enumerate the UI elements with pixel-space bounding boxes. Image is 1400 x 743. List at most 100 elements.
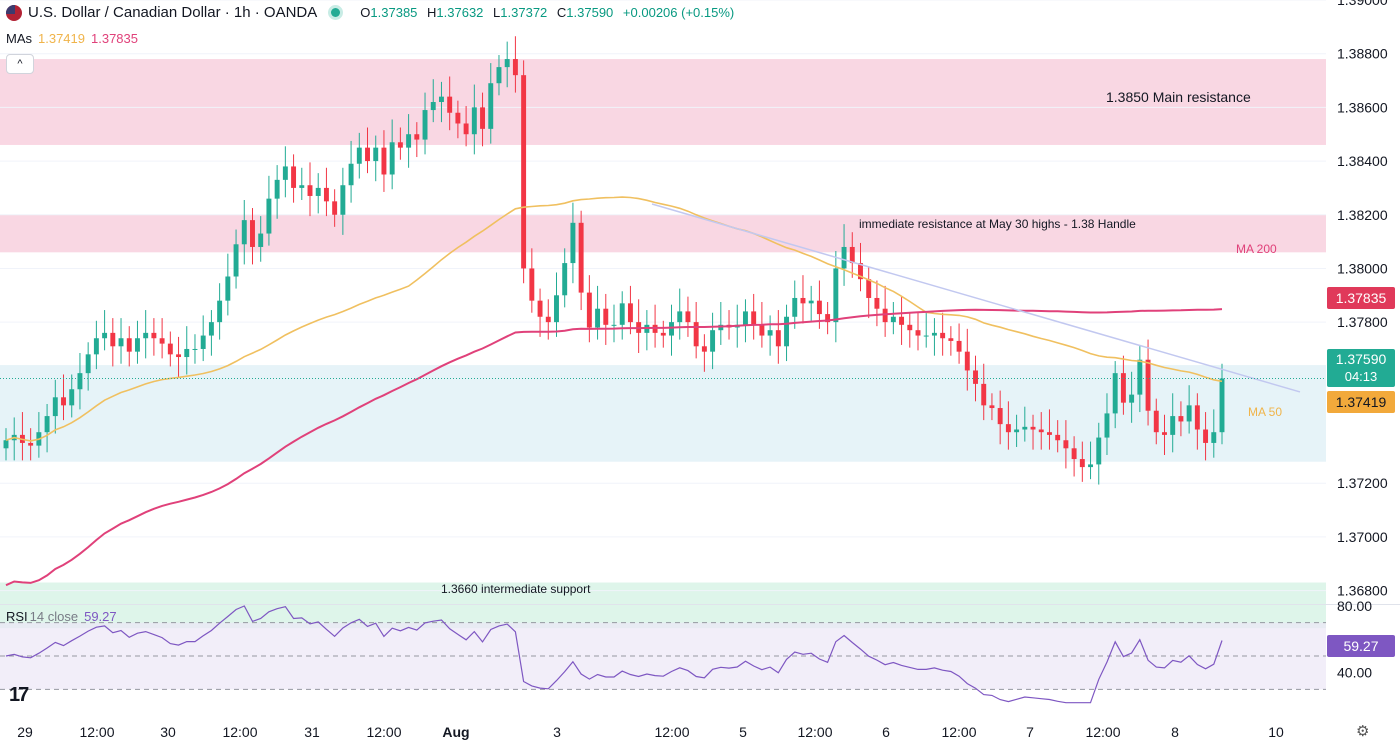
- candle-body: [151, 332, 157, 339]
- candle-body: [521, 75, 527, 269]
- candle-body: [816, 300, 822, 315]
- immediate-resistance-label: immediate resistance at May 30 highs - 1…: [859, 217, 1136, 231]
- candles: [3, 36, 1225, 485]
- chevron-up-icon[interactable]: ^: [6, 54, 34, 74]
- candle-body: [595, 308, 601, 328]
- candle-body: [274, 179, 280, 199]
- candle-body: [323, 187, 329, 202]
- time-tick-label: 29: [17, 724, 33, 740]
- candle-body: [890, 316, 896, 323]
- time-tick-label: 7: [1026, 724, 1034, 740]
- candle-body: [915, 330, 921, 336]
- gear-icon[interactable]: ⚙: [1356, 723, 1370, 740]
- rsi-tick-label: 80.00: [1337, 598, 1372, 614]
- candle-body: [964, 351, 970, 371]
- candle-body: [529, 268, 535, 301]
- trendline: [651, 203, 1301, 393]
- candle-body: [208, 322, 214, 336]
- candle-body: [299, 185, 305, 188]
- candle-body: [340, 185, 346, 215]
- candle-body: [710, 330, 716, 352]
- candle-body: [1186, 405, 1192, 422]
- candle-body: [701, 346, 707, 352]
- ma-legend[interactable]: MAs 1.37419 1.37835: [6, 31, 138, 46]
- price-axis: 1.39000 1.38800 1.38600 1.38400 1.38200 1.380…: [1337, 0, 1388, 681]
- candle-body: [1211, 432, 1217, 443]
- candle-body: [1137, 359, 1143, 395]
- candle-body: [981, 383, 987, 406]
- candle-body: [69, 389, 75, 406]
- candle-body: [307, 185, 313, 196]
- candle-body: [603, 308, 609, 325]
- candle-body: [512, 59, 518, 76]
- candle-body: [1178, 416, 1184, 422]
- candle-body: [989, 405, 995, 409]
- candle-body: [874, 297, 880, 309]
- candle-body: [759, 324, 765, 336]
- price-tick-label: 1.37000: [1337, 529, 1388, 545]
- candle-body: [126, 338, 132, 352]
- ma50-label: MA 50: [1248, 405, 1283, 419]
- candle-body: [455, 112, 461, 124]
- time-tick-label: 30: [160, 724, 176, 740]
- symbol-title[interactable]: U.S. Dollar / Canadian Dollar · 1h · OAN…: [28, 4, 318, 21]
- candle-body: [1170, 416, 1176, 435]
- candle-body: [997, 408, 1003, 425]
- price-tick-label: 1.38000: [1337, 260, 1388, 276]
- time-tick-label: 3: [553, 724, 561, 740]
- candle-body: [1145, 359, 1151, 411]
- candle-body: [143, 332, 149, 339]
- time-tick-label: 12:00: [941, 724, 976, 740]
- candle-body: [52, 397, 58, 417]
- candle-body: [504, 59, 510, 68]
- candle-body: [627, 303, 633, 323]
- candle-body: [858, 263, 863, 280]
- candle-body: [1104, 413, 1110, 438]
- price-tick-label: 1.39000: [1337, 0, 1388, 8]
- time-tick-label: 12:00: [79, 724, 114, 740]
- rsi-pane: [5, 605, 1223, 704]
- candle-body: [1030, 426, 1036, 430]
- candle-body: [1120, 373, 1126, 403]
- indicator-lines: [0, 196, 1326, 587]
- candle-body: [1194, 405, 1200, 430]
- candle-body: [200, 335, 206, 349]
- candle-body: [849, 246, 855, 264]
- candle-body: [192, 348, 198, 350]
- candle-body: [250, 220, 255, 247]
- candle-body: [28, 442, 34, 446]
- candle-body: [619, 303, 625, 325]
- time-tick-label: 12:00: [222, 724, 257, 740]
- candle-body: [1129, 394, 1135, 403]
- market-status-icon: [331, 8, 341, 17]
- candle-body: [176, 354, 182, 358]
- candle-body: [1022, 426, 1028, 430]
- time-tick-label: 5: [739, 724, 747, 740]
- candle-body: [537, 300, 543, 317]
- ohlc-values: O1.37385 H1.37632 L1.37372 C1.37590 +0.0…: [360, 5, 735, 20]
- zone-0: [0, 59, 1326, 145]
- time-axis: 29 12:00 30 12:00 31 12:00 Aug 3 12:00 5 12:00 6 12:…: [17, 724, 1284, 740]
- time-tick-label: 31: [304, 724, 320, 740]
- candle-body: [77, 373, 83, 390]
- rsi-legend[interactable]: RSI 14 close 59.27: [6, 609, 117, 624]
- last-price-badge: 1.37590 04:13: [1327, 349, 1395, 387]
- candle-body: [586, 292, 592, 328]
- ma200-price-badge: 1.37835: [1327, 287, 1395, 309]
- candle-body: [332, 201, 338, 215]
- candle-body: [258, 233, 264, 247]
- candle-body: [562, 263, 568, 296]
- candle-body: [233, 244, 239, 277]
- candle-body: [677, 311, 683, 323]
- candle-body: [356, 147, 362, 164]
- candle-body: [266, 198, 272, 234]
- candle-body: [496, 67, 502, 84]
- candle-body: [833, 268, 839, 323]
- time-tick-label: 12:00: [797, 724, 832, 740]
- candle-body: [447, 96, 453, 113]
- tradingview-logo[interactable]: 17: [9, 684, 29, 706]
- candle-body: [784, 316, 790, 347]
- zone-1: [0, 214, 1326, 253]
- candle-body: [282, 166, 288, 180]
